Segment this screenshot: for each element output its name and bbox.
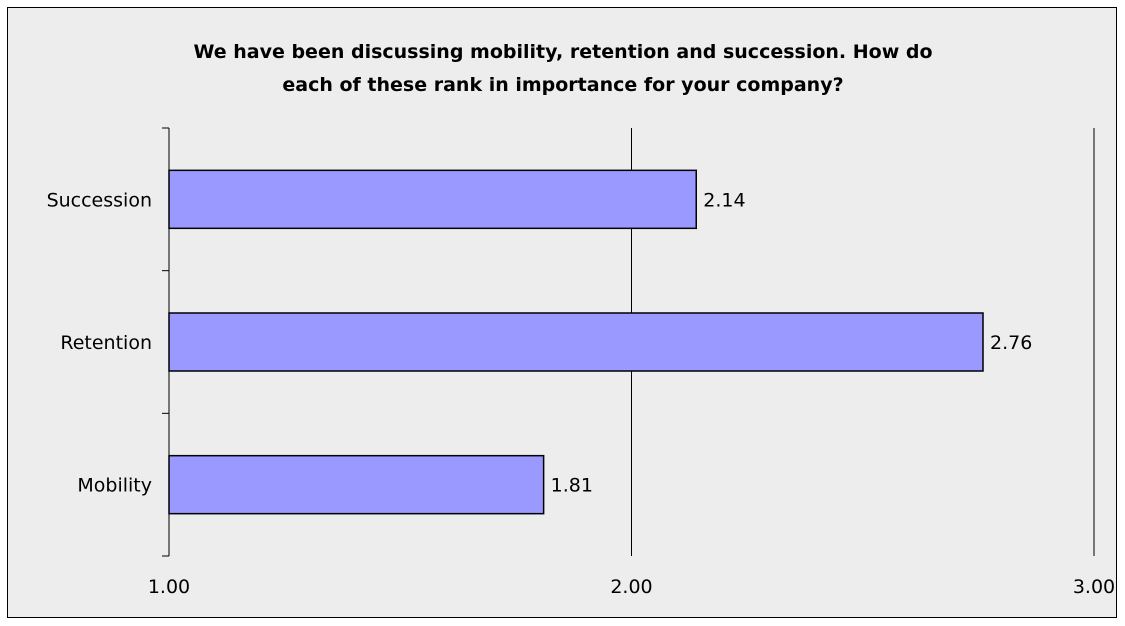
bar-mobility <box>168 454 545 515</box>
value-label-mobility: 1.81 <box>551 475 593 497</box>
bar-retention <box>168 312 984 372</box>
x-tick-label-1: 2.00 <box>610 576 652 598</box>
chart-area: We have been discussing mobility, retent… <box>7 7 1117 618</box>
category-label-succession: Succession <box>47 189 152 211</box>
chart-title: We have been discussing mobility, retent… <box>193 41 933 96</box>
x-tick-label-2: 3.00 <box>1073 576 1115 598</box>
value-label-succession: 2.14 <box>703 189 745 211</box>
category-label-retention: Retention <box>60 332 152 354</box>
x-tick-label-0: 1.00 <box>148 576 190 598</box>
value-label-retention: 2.76 <box>990 332 1032 354</box>
plot-area: Succession 2.14 Retention 2.76 Mobility 1.81 1… <box>47 127 1115 598</box>
bar-succession <box>168 169 697 230</box>
category-label-mobility: Mobility <box>77 475 152 497</box>
